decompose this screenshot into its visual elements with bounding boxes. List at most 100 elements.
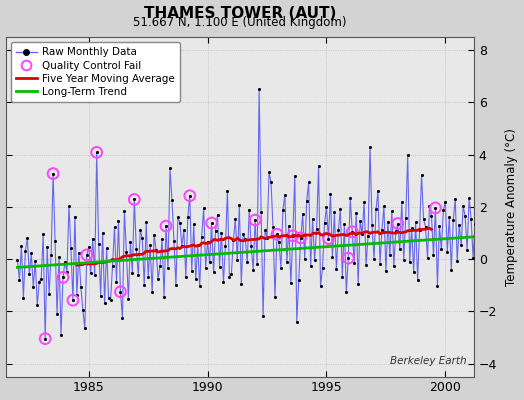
Point [96, 292, 105, 299]
Point [111, 224, 119, 230]
Point [324, 236, 333, 242]
Point [269, 224, 277, 230]
Point [140, 282, 148, 288]
Point [138, 235, 146, 241]
Point [210, 269, 218, 276]
Point [144, 274, 152, 280]
Point [126, 238, 135, 245]
Point [77, 284, 85, 290]
Point [231, 216, 239, 222]
Point [116, 289, 125, 295]
Point [227, 271, 236, 277]
Point [61, 258, 69, 265]
Point [437, 246, 445, 252]
Point [192, 276, 200, 282]
Point [174, 214, 182, 221]
Point [374, 188, 382, 194]
Point [160, 294, 168, 300]
Point [198, 234, 206, 240]
Point [31, 258, 39, 264]
Point [346, 195, 354, 201]
Point [164, 264, 172, 271]
Point [13, 256, 21, 263]
Point [65, 203, 73, 210]
Point [455, 221, 463, 228]
Title: THAMES TOWER (AUT): THAMES TOWER (AUT) [144, 6, 336, 20]
Point [457, 242, 465, 248]
Point [469, 254, 477, 261]
Point [413, 276, 422, 283]
Point [356, 218, 364, 224]
Point [213, 212, 222, 218]
Point [265, 169, 273, 175]
Point [71, 213, 79, 220]
Point [354, 280, 363, 287]
Point [23, 235, 31, 241]
Point [219, 279, 227, 286]
Point [229, 236, 237, 243]
Point [381, 268, 390, 274]
Point [273, 231, 281, 238]
Point [183, 214, 192, 220]
Point [401, 214, 410, 221]
Point [59, 274, 67, 280]
Point [366, 144, 374, 150]
Point [309, 216, 317, 222]
Point [29, 284, 38, 290]
Point [299, 211, 307, 218]
Point [326, 191, 335, 197]
Point [118, 314, 127, 321]
Point [17, 243, 26, 250]
Point [104, 295, 113, 301]
Point [45, 291, 53, 297]
Point [358, 230, 366, 237]
Point [130, 196, 138, 203]
Point [93, 149, 101, 156]
Point [300, 255, 309, 262]
Point [445, 214, 453, 221]
Point [411, 219, 420, 226]
Point [79, 307, 87, 313]
Point [291, 172, 299, 179]
Point [479, 196, 487, 203]
Point [433, 283, 442, 289]
Point [203, 238, 212, 245]
Point [84, 244, 93, 250]
Point [319, 264, 327, 271]
Point [282, 259, 291, 266]
Point [292, 318, 301, 325]
Point [99, 230, 107, 236]
Point [142, 219, 150, 225]
Point [431, 205, 440, 211]
Point [25, 271, 34, 278]
Point [322, 204, 331, 211]
Point [314, 163, 323, 169]
Point [360, 199, 368, 206]
Point [481, 225, 489, 231]
Point [37, 276, 46, 282]
Point [289, 232, 297, 239]
Point [386, 252, 394, 258]
Point [47, 252, 56, 258]
Point [156, 262, 164, 269]
Point [59, 274, 67, 280]
Point [178, 243, 186, 249]
Point [124, 296, 133, 302]
Point [451, 196, 460, 202]
Point [81, 325, 89, 331]
Point [91, 272, 99, 278]
Point [485, 219, 493, 226]
Point [211, 227, 220, 234]
Point [122, 249, 130, 256]
Point [281, 191, 289, 198]
Point [223, 187, 232, 194]
Point [235, 202, 244, 209]
Point [344, 255, 353, 261]
Point [43, 244, 51, 250]
Point [73, 292, 81, 298]
Point [200, 205, 208, 211]
Point [27, 250, 36, 256]
Point [237, 280, 245, 287]
Point [429, 252, 438, 258]
Point [136, 227, 145, 234]
